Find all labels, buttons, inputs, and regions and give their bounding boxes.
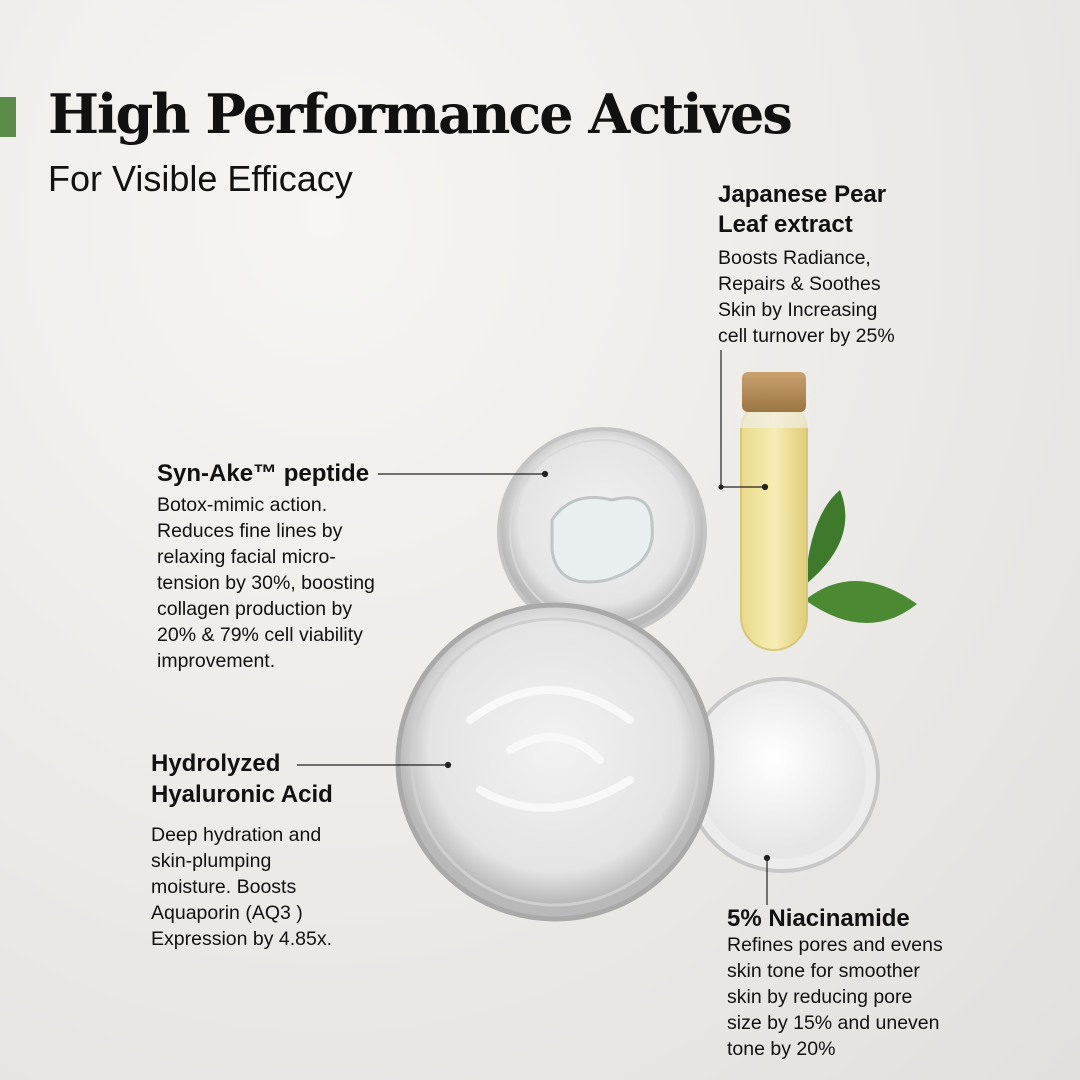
ingredient-title: 5% Niacinamide [727,905,910,932]
ingredient-description: Boosts Radiance, Repairs & Soothes Skin by… [718,247,895,347]
niacinamide-dish [684,677,880,873]
ingredient-description: Refines pores and evens skin tone for smo… [727,934,943,1060]
ingredient-title: Syn-Ake™ peptide [157,460,370,487]
test-tube [738,372,810,651]
ingredient-description: Deep hydration and skin-plumping moisture.… [151,824,333,950]
syn-ake-dish [497,427,707,637]
ingredient-description: Botox-mimic action. Reduces fine lines by… [157,494,375,672]
callout-lines [297,350,771,905]
ingredient-title: Japanese Pear Leaf extract [718,181,887,238]
page-title: High Performance Actives [48,82,793,146]
ingredient-title: Hydrolyzed Hyaluronic Acid [151,750,333,808]
ingredient-japanese-pear: Japanese Pear Leaf extract Boosts Radianc… [718,180,895,349]
ingredient-syn-ake: Syn-Ake™ peptide Botox-mimic action. Redu… [157,458,375,674]
ingredient-hyaluronic-acid: Hydrolyzed Hyaluronic Acid Deep hydration… [151,748,333,952]
hyaluronic-dish [395,602,715,922]
accent-bar [0,97,16,137]
page-subtitle: For Visible Efficacy [48,158,353,199]
leaf-decoration [805,490,917,624]
ingredient-niacinamide: 5% Niacinamide Refines pores and evens sk… [727,903,943,1062]
